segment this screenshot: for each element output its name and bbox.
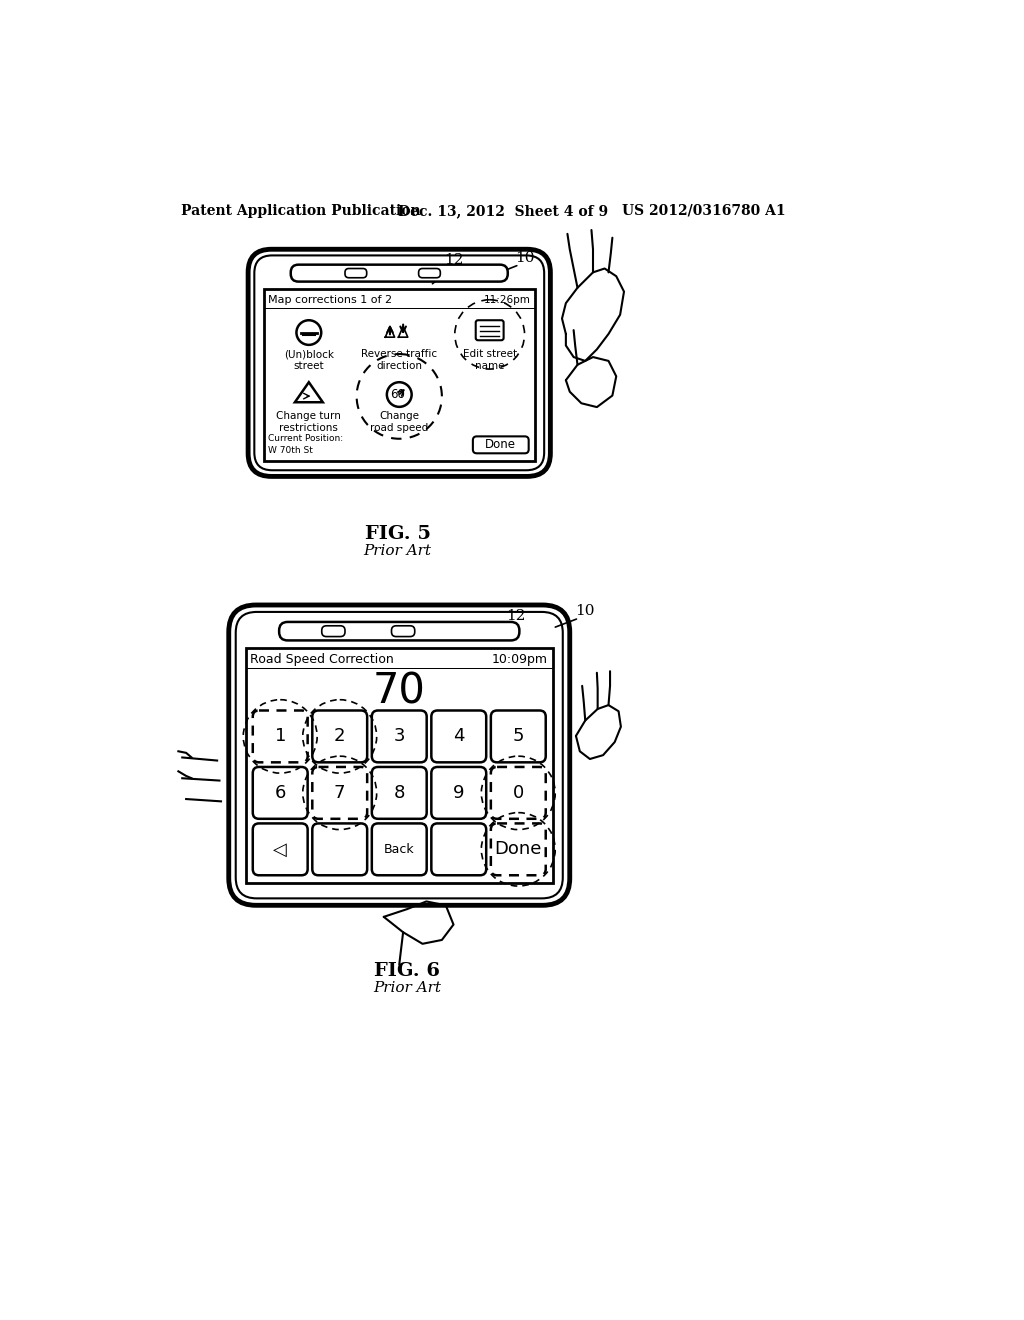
Polygon shape: [295, 383, 323, 403]
Text: 12: 12: [443, 253, 463, 267]
Text: Change
road speed: Change road speed: [370, 412, 428, 433]
Text: 11:26pm: 11:26pm: [484, 296, 531, 305]
FancyBboxPatch shape: [431, 824, 486, 875]
Text: 10: 10: [515, 252, 535, 265]
FancyBboxPatch shape: [322, 626, 345, 636]
Text: 7: 7: [334, 784, 345, 801]
FancyBboxPatch shape: [419, 268, 440, 277]
Text: 60: 60: [390, 388, 406, 401]
Text: Done: Done: [485, 438, 516, 451]
FancyBboxPatch shape: [312, 767, 368, 818]
FancyBboxPatch shape: [345, 268, 367, 277]
FancyBboxPatch shape: [372, 710, 427, 763]
Text: Current Position:
W 70th St: Current Position: W 70th St: [267, 434, 343, 455]
Text: Done: Done: [495, 841, 542, 858]
Text: FIG. 6: FIG. 6: [374, 962, 440, 979]
Text: Prior Art: Prior Art: [364, 544, 432, 558]
FancyBboxPatch shape: [228, 605, 569, 906]
Text: Road Speed Correction: Road Speed Correction: [251, 653, 394, 667]
Text: Reverse traffic
direction: Reverse traffic direction: [361, 350, 437, 371]
Text: US 2012/0316780 A1: US 2012/0316780 A1: [623, 203, 786, 218]
Text: 1: 1: [274, 727, 286, 746]
Bar: [263, 289, 535, 461]
Text: (Un)block
street: (Un)block street: [284, 350, 334, 371]
Text: Change turn
restrictions: Change turn restrictions: [276, 412, 341, 433]
FancyBboxPatch shape: [253, 710, 307, 763]
Text: 5: 5: [513, 727, 524, 746]
Text: 4: 4: [453, 727, 465, 746]
FancyBboxPatch shape: [391, 626, 415, 636]
Text: Patent Application Publication: Patent Application Publication: [180, 203, 420, 218]
Text: Edit street
name: Edit street name: [463, 350, 517, 371]
FancyBboxPatch shape: [253, 824, 307, 875]
FancyBboxPatch shape: [490, 710, 546, 763]
Text: 10:09pm: 10:09pm: [493, 653, 548, 667]
FancyBboxPatch shape: [312, 824, 368, 875]
Text: 9: 9: [453, 784, 465, 801]
Circle shape: [387, 383, 412, 407]
Text: 8: 8: [393, 784, 404, 801]
Text: Dec. 13, 2012  Sheet 4 of 9: Dec. 13, 2012 Sheet 4 of 9: [397, 203, 608, 218]
Text: ◁: ◁: [273, 841, 287, 858]
Text: Back: Back: [384, 843, 415, 855]
Circle shape: [296, 321, 322, 345]
FancyBboxPatch shape: [312, 710, 368, 763]
Text: Prior Art: Prior Art: [373, 982, 441, 995]
FancyBboxPatch shape: [372, 824, 427, 875]
Text: FIG. 5: FIG. 5: [365, 525, 431, 543]
Text: 3: 3: [393, 727, 406, 746]
FancyBboxPatch shape: [431, 710, 486, 763]
FancyBboxPatch shape: [280, 622, 519, 640]
Text: Map corrections 1 of 2: Map corrections 1 of 2: [267, 296, 391, 305]
Text: 6: 6: [274, 784, 286, 801]
FancyBboxPatch shape: [372, 767, 427, 818]
Text: 12: 12: [506, 609, 525, 623]
Text: 10: 10: [575, 605, 595, 618]
FancyBboxPatch shape: [248, 249, 550, 477]
FancyBboxPatch shape: [473, 437, 528, 453]
FancyBboxPatch shape: [291, 264, 508, 281]
FancyBboxPatch shape: [490, 824, 546, 875]
Bar: [246, 648, 553, 883]
Text: 70: 70: [373, 671, 426, 713]
FancyBboxPatch shape: [476, 321, 504, 341]
FancyBboxPatch shape: [253, 767, 307, 818]
Text: 2: 2: [334, 727, 345, 746]
Text: 0: 0: [513, 784, 524, 801]
FancyBboxPatch shape: [490, 767, 546, 818]
FancyBboxPatch shape: [431, 767, 486, 818]
